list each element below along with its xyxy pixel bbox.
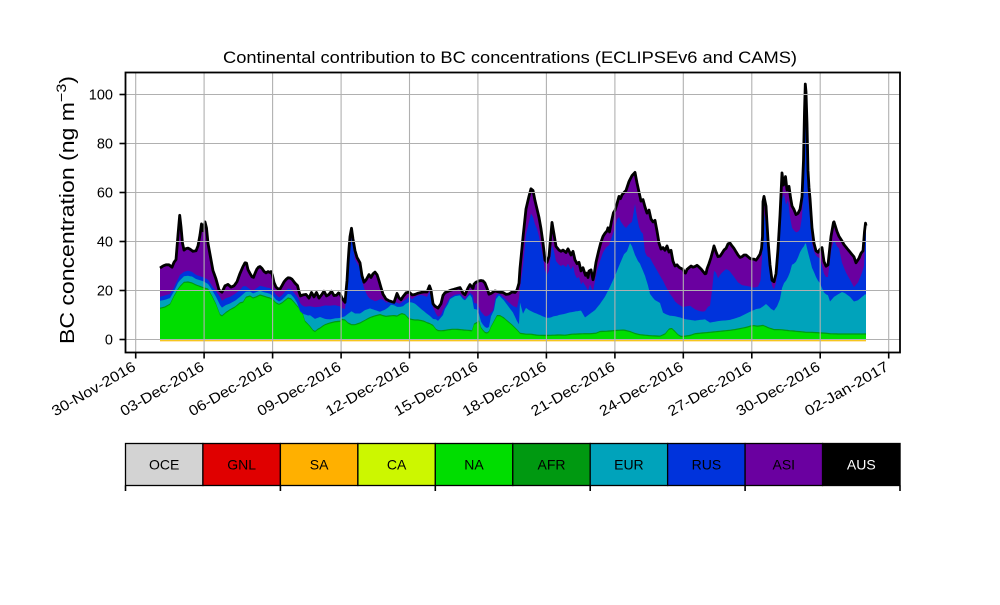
svg-text:OCE: OCE bbox=[149, 457, 179, 473]
svg-text:GNL: GNL bbox=[227, 457, 256, 473]
svg-text:CA: CA bbox=[387, 457, 407, 473]
svg-text:AUS: AUS bbox=[847, 457, 876, 473]
svg-text:SA: SA bbox=[310, 457, 329, 473]
svg-text:AFR: AFR bbox=[538, 457, 566, 473]
svg-text:100: 100 bbox=[89, 88, 113, 104]
svg-text:80: 80 bbox=[97, 137, 113, 153]
svg-text:20: 20 bbox=[97, 284, 113, 300]
svg-text:ASI: ASI bbox=[773, 457, 796, 473]
svg-text:40: 40 bbox=[97, 235, 113, 251]
svg-text:0: 0 bbox=[105, 333, 113, 349]
svg-text:RUS: RUS bbox=[692, 457, 722, 473]
svg-text:Continental contribution to BC: Continental contribution to BC concentra… bbox=[223, 49, 797, 67]
svg-text:60: 60 bbox=[97, 186, 113, 202]
svg-text:BC concentration (ng m−3): BC concentration (ng m−3) bbox=[53, 76, 79, 344]
svg-text:EUR: EUR bbox=[614, 457, 644, 473]
svg-text:NA: NA bbox=[464, 457, 484, 473]
